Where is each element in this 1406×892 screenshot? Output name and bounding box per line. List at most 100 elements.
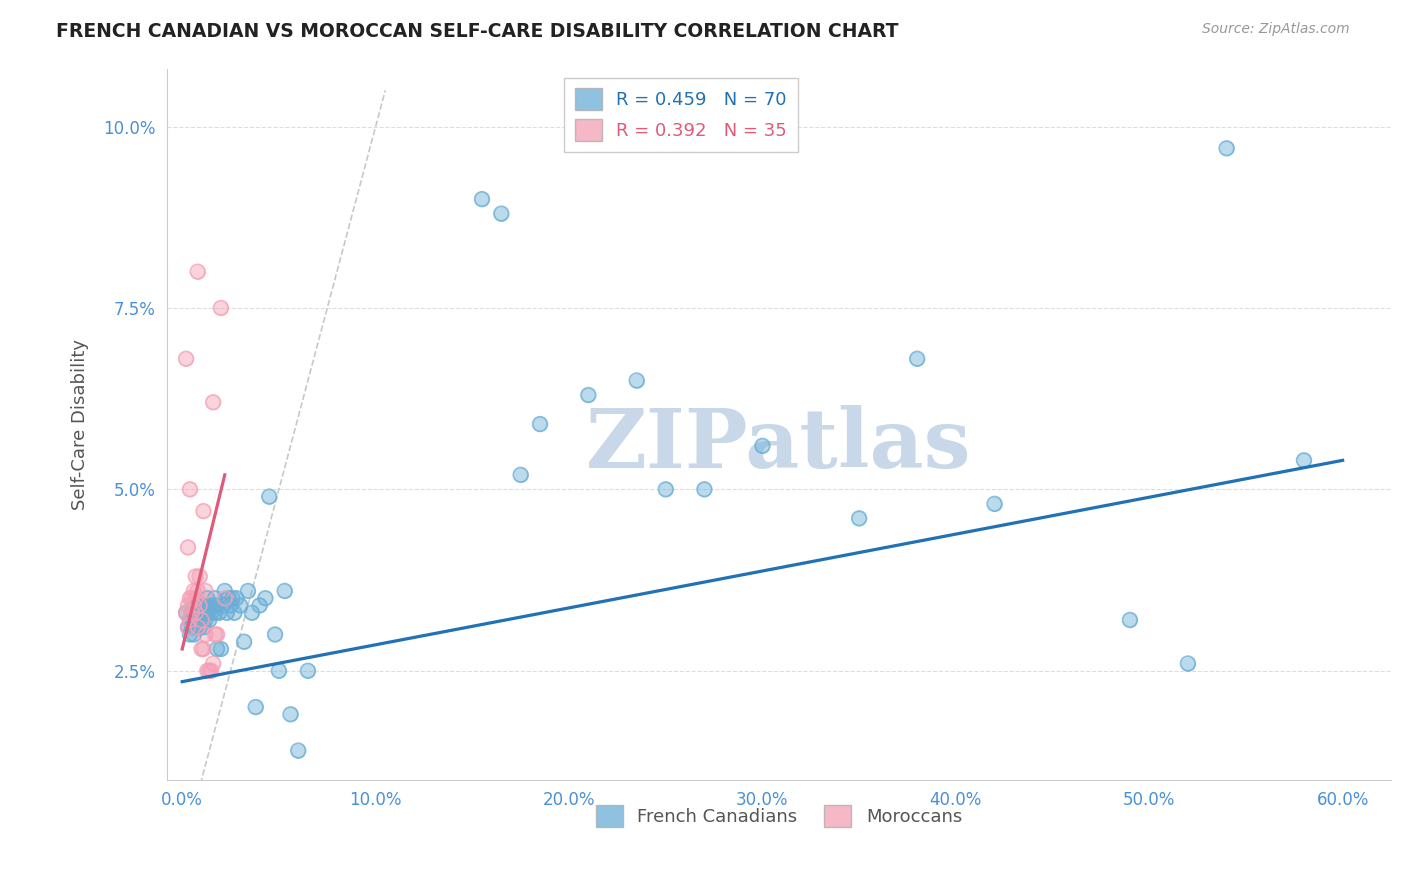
- Point: [245, 700, 267, 714]
- Point: [193, 504, 215, 518]
- Point: [174, 606, 197, 620]
- Point: [249, 599, 271, 613]
- Point: [194, 599, 217, 613]
- Point: [184, 591, 207, 606]
- Point: [194, 627, 217, 641]
- Point: [264, 627, 287, 641]
- Point: [225, 591, 247, 606]
- Point: [200, 664, 222, 678]
- Point: [240, 606, 263, 620]
- Point: [184, 591, 207, 606]
- Point: [198, 613, 221, 627]
- Point: [184, 606, 207, 620]
- Point: [179, 483, 201, 497]
- Point: [200, 664, 222, 678]
- Point: [200, 606, 222, 620]
- Point: [267, 664, 290, 678]
- Point: [190, 642, 212, 657]
- Point: [205, 599, 228, 613]
- Point: [194, 584, 217, 599]
- Point: [983, 497, 1005, 511]
- Point: [287, 743, 309, 757]
- Point: [187, 620, 209, 634]
- Point: [1215, 141, 1237, 155]
- Point: [193, 606, 215, 620]
- Point: [280, 707, 302, 722]
- Point: [198, 613, 221, 627]
- Point: [188, 569, 211, 583]
- Point: [180, 591, 202, 606]
- Point: [179, 613, 201, 627]
- Point: [215, 606, 238, 620]
- Point: [195, 664, 218, 678]
- Point: [202, 395, 225, 409]
- Point: [202, 599, 225, 613]
- Point: [211, 599, 233, 613]
- Point: [183, 599, 205, 613]
- Point: [205, 642, 228, 657]
- Point: [225, 591, 247, 606]
- Point: [211, 599, 233, 613]
- Point: [204, 591, 226, 606]
- Point: [183, 584, 205, 599]
- Point: [177, 620, 200, 634]
- Point: [184, 606, 207, 620]
- Point: [214, 584, 236, 599]
- Point: [905, 351, 928, 366]
- Point: [1177, 657, 1199, 671]
- Point: [180, 606, 202, 620]
- Point: [204, 627, 226, 641]
- Point: [229, 599, 252, 613]
- Point: [693, 483, 716, 497]
- Point: [654, 483, 676, 497]
- Point: [905, 351, 928, 366]
- Point: [626, 374, 648, 388]
- Point: [177, 620, 200, 634]
- Point: [190, 599, 212, 613]
- Point: [245, 700, 267, 714]
- Point: [287, 743, 309, 757]
- Point: [183, 584, 205, 599]
- Point: [693, 483, 716, 497]
- Point: [848, 511, 870, 525]
- Point: [576, 388, 599, 402]
- Point: [1292, 453, 1315, 467]
- Text: Source: ZipAtlas.com: Source: ZipAtlas.com: [1202, 22, 1350, 37]
- Point: [208, 606, 231, 620]
- Point: [654, 483, 676, 497]
- Point: [177, 599, 200, 613]
- Point: [202, 599, 225, 613]
- Point: [180, 620, 202, 634]
- Point: [194, 613, 217, 627]
- Point: [195, 664, 218, 678]
- Point: [202, 395, 225, 409]
- Point: [184, 620, 207, 634]
- Point: [205, 627, 228, 641]
- Point: [188, 569, 211, 583]
- Point: [236, 584, 259, 599]
- Point: [180, 606, 202, 620]
- Point: [751, 439, 773, 453]
- Point: [177, 620, 200, 634]
- Point: [209, 642, 232, 657]
- Point: [202, 657, 225, 671]
- Point: [177, 541, 200, 555]
- Point: [257, 490, 280, 504]
- Point: [1119, 613, 1142, 627]
- Point: [188, 599, 211, 613]
- Point: [280, 707, 302, 722]
- Point: [187, 584, 209, 599]
- Point: [179, 613, 201, 627]
- Point: [529, 417, 551, 431]
- Point: [471, 192, 494, 206]
- Point: [626, 374, 648, 388]
- Point: [297, 664, 319, 678]
- Point: [1119, 613, 1142, 627]
- Point: [205, 599, 228, 613]
- Point: [204, 627, 226, 641]
- Point: [187, 613, 209, 627]
- Point: [208, 606, 231, 620]
- Point: [221, 591, 243, 606]
- Point: [188, 620, 211, 634]
- Point: [214, 591, 236, 606]
